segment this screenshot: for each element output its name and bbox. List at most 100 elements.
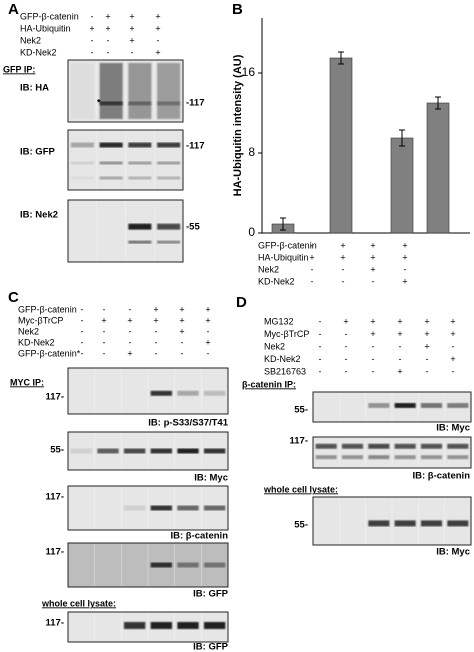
band <box>128 223 152 230</box>
band <box>420 455 443 460</box>
condition-sign: - <box>311 264 314 274</box>
size-marker: -117 <box>186 98 205 109</box>
band <box>447 455 469 460</box>
condition-sign: - <box>81 315 84 325</box>
band <box>70 142 94 148</box>
condition-sign: + <box>89 23 94 33</box>
band <box>394 455 416 460</box>
band <box>420 520 443 527</box>
condition-sign: - <box>345 341 348 351</box>
condition-sign: + <box>155 23 160 33</box>
condition-sign: - <box>404 264 407 274</box>
condition-sign: - <box>372 276 375 286</box>
band <box>420 443 443 449</box>
panel-label: C <box>8 289 19 306</box>
condition-sign: + <box>153 315 158 325</box>
band <box>157 176 181 180</box>
condition-sign: - <box>345 329 348 339</box>
size-marker: 117- <box>46 547 65 558</box>
band <box>99 142 123 148</box>
condition-sign: + <box>309 252 314 262</box>
y-axis-label: HA-Ubiquitin intensity (AU) <box>232 54 244 196</box>
band <box>368 443 390 449</box>
condition-sign: + <box>340 252 345 262</box>
condition-sign: - <box>345 366 348 376</box>
condition-sign: + <box>153 304 158 314</box>
condition-sign: + <box>179 315 184 325</box>
condition-sign: + <box>370 329 375 339</box>
section-heading: whole cell lysate: <box>41 598 116 608</box>
condition-sign: - <box>345 354 348 364</box>
condition-sign: - <box>81 348 84 358</box>
band <box>157 142 181 148</box>
condition-sign: + <box>129 35 134 45</box>
condition-sign: - <box>181 348 184 358</box>
condition-sign: + <box>127 315 132 325</box>
band <box>70 176 94 180</box>
section-heading: β-catenin IP: <box>242 379 296 389</box>
band <box>447 443 469 449</box>
band <box>124 505 146 511</box>
condition-sign: - <box>372 341 375 351</box>
band <box>124 622 146 629</box>
band <box>315 443 337 449</box>
size-marker: 55- <box>50 445 64 456</box>
section-heading: whole cell lysate: <box>263 484 338 494</box>
condition-label: MG132 <box>264 316 294 326</box>
band-note: * <box>97 98 101 109</box>
band <box>70 63 94 119</box>
condition-sign: - <box>207 326 210 336</box>
condition-label: KD-Nek2 <box>264 354 301 364</box>
condition-sign: - <box>207 348 210 358</box>
bar <box>426 102 450 234</box>
condition-sign: + <box>424 316 429 326</box>
band <box>150 622 172 629</box>
condition-sign: - <box>319 341 322 351</box>
condition-sign: - <box>319 329 322 339</box>
size-marker: 117- <box>46 392 65 403</box>
condition-sign: - <box>399 354 402 364</box>
condition-sign: - <box>342 276 345 286</box>
band <box>97 448 119 454</box>
band <box>128 161 152 165</box>
condition-label: KD-Nek2 <box>18 337 55 347</box>
band <box>99 161 123 165</box>
size-marker: -117 <box>186 141 205 152</box>
condition-sign: + <box>129 23 134 33</box>
condition-sign: - <box>91 47 94 57</box>
condition-sign: - <box>372 354 375 364</box>
y-tick-label: 0 <box>248 225 255 239</box>
condition-sign: - <box>311 240 314 250</box>
condition-sign: + <box>155 47 160 57</box>
blot-label: IB: GFP <box>193 642 228 652</box>
condition-sign: + <box>450 354 455 364</box>
condition-sign: - <box>157 35 160 45</box>
condition-sign: + <box>340 240 345 250</box>
condition-sign: - <box>103 326 106 336</box>
band <box>177 562 199 568</box>
band <box>341 455 364 460</box>
blot-label: IB: GFP <box>20 147 55 158</box>
condition-sign: + <box>105 23 110 33</box>
band <box>368 455 390 460</box>
condition-sign: + <box>402 252 407 262</box>
band <box>394 520 416 527</box>
condition-sign: + <box>105 11 110 21</box>
blot-label: IB: Nek2 <box>20 210 58 221</box>
blot-label: IB: β-catenin <box>412 471 470 482</box>
condition-sign: - <box>399 341 402 351</box>
size-marker: 55- <box>294 520 308 531</box>
condition-sign: + <box>101 315 106 325</box>
band <box>341 443 364 449</box>
section-heading: MYC IP: <box>10 377 44 387</box>
condition-sign: - <box>426 354 429 364</box>
band <box>128 63 152 119</box>
condition-label: GFP-β-catenin <box>258 240 317 250</box>
band <box>447 520 469 527</box>
band <box>157 223 181 230</box>
condition-sign: + <box>397 329 402 339</box>
condition-sign: + <box>402 276 407 286</box>
condition-sign: - <box>103 337 106 347</box>
band <box>150 390 172 396</box>
condition-sign: - <box>103 304 106 314</box>
